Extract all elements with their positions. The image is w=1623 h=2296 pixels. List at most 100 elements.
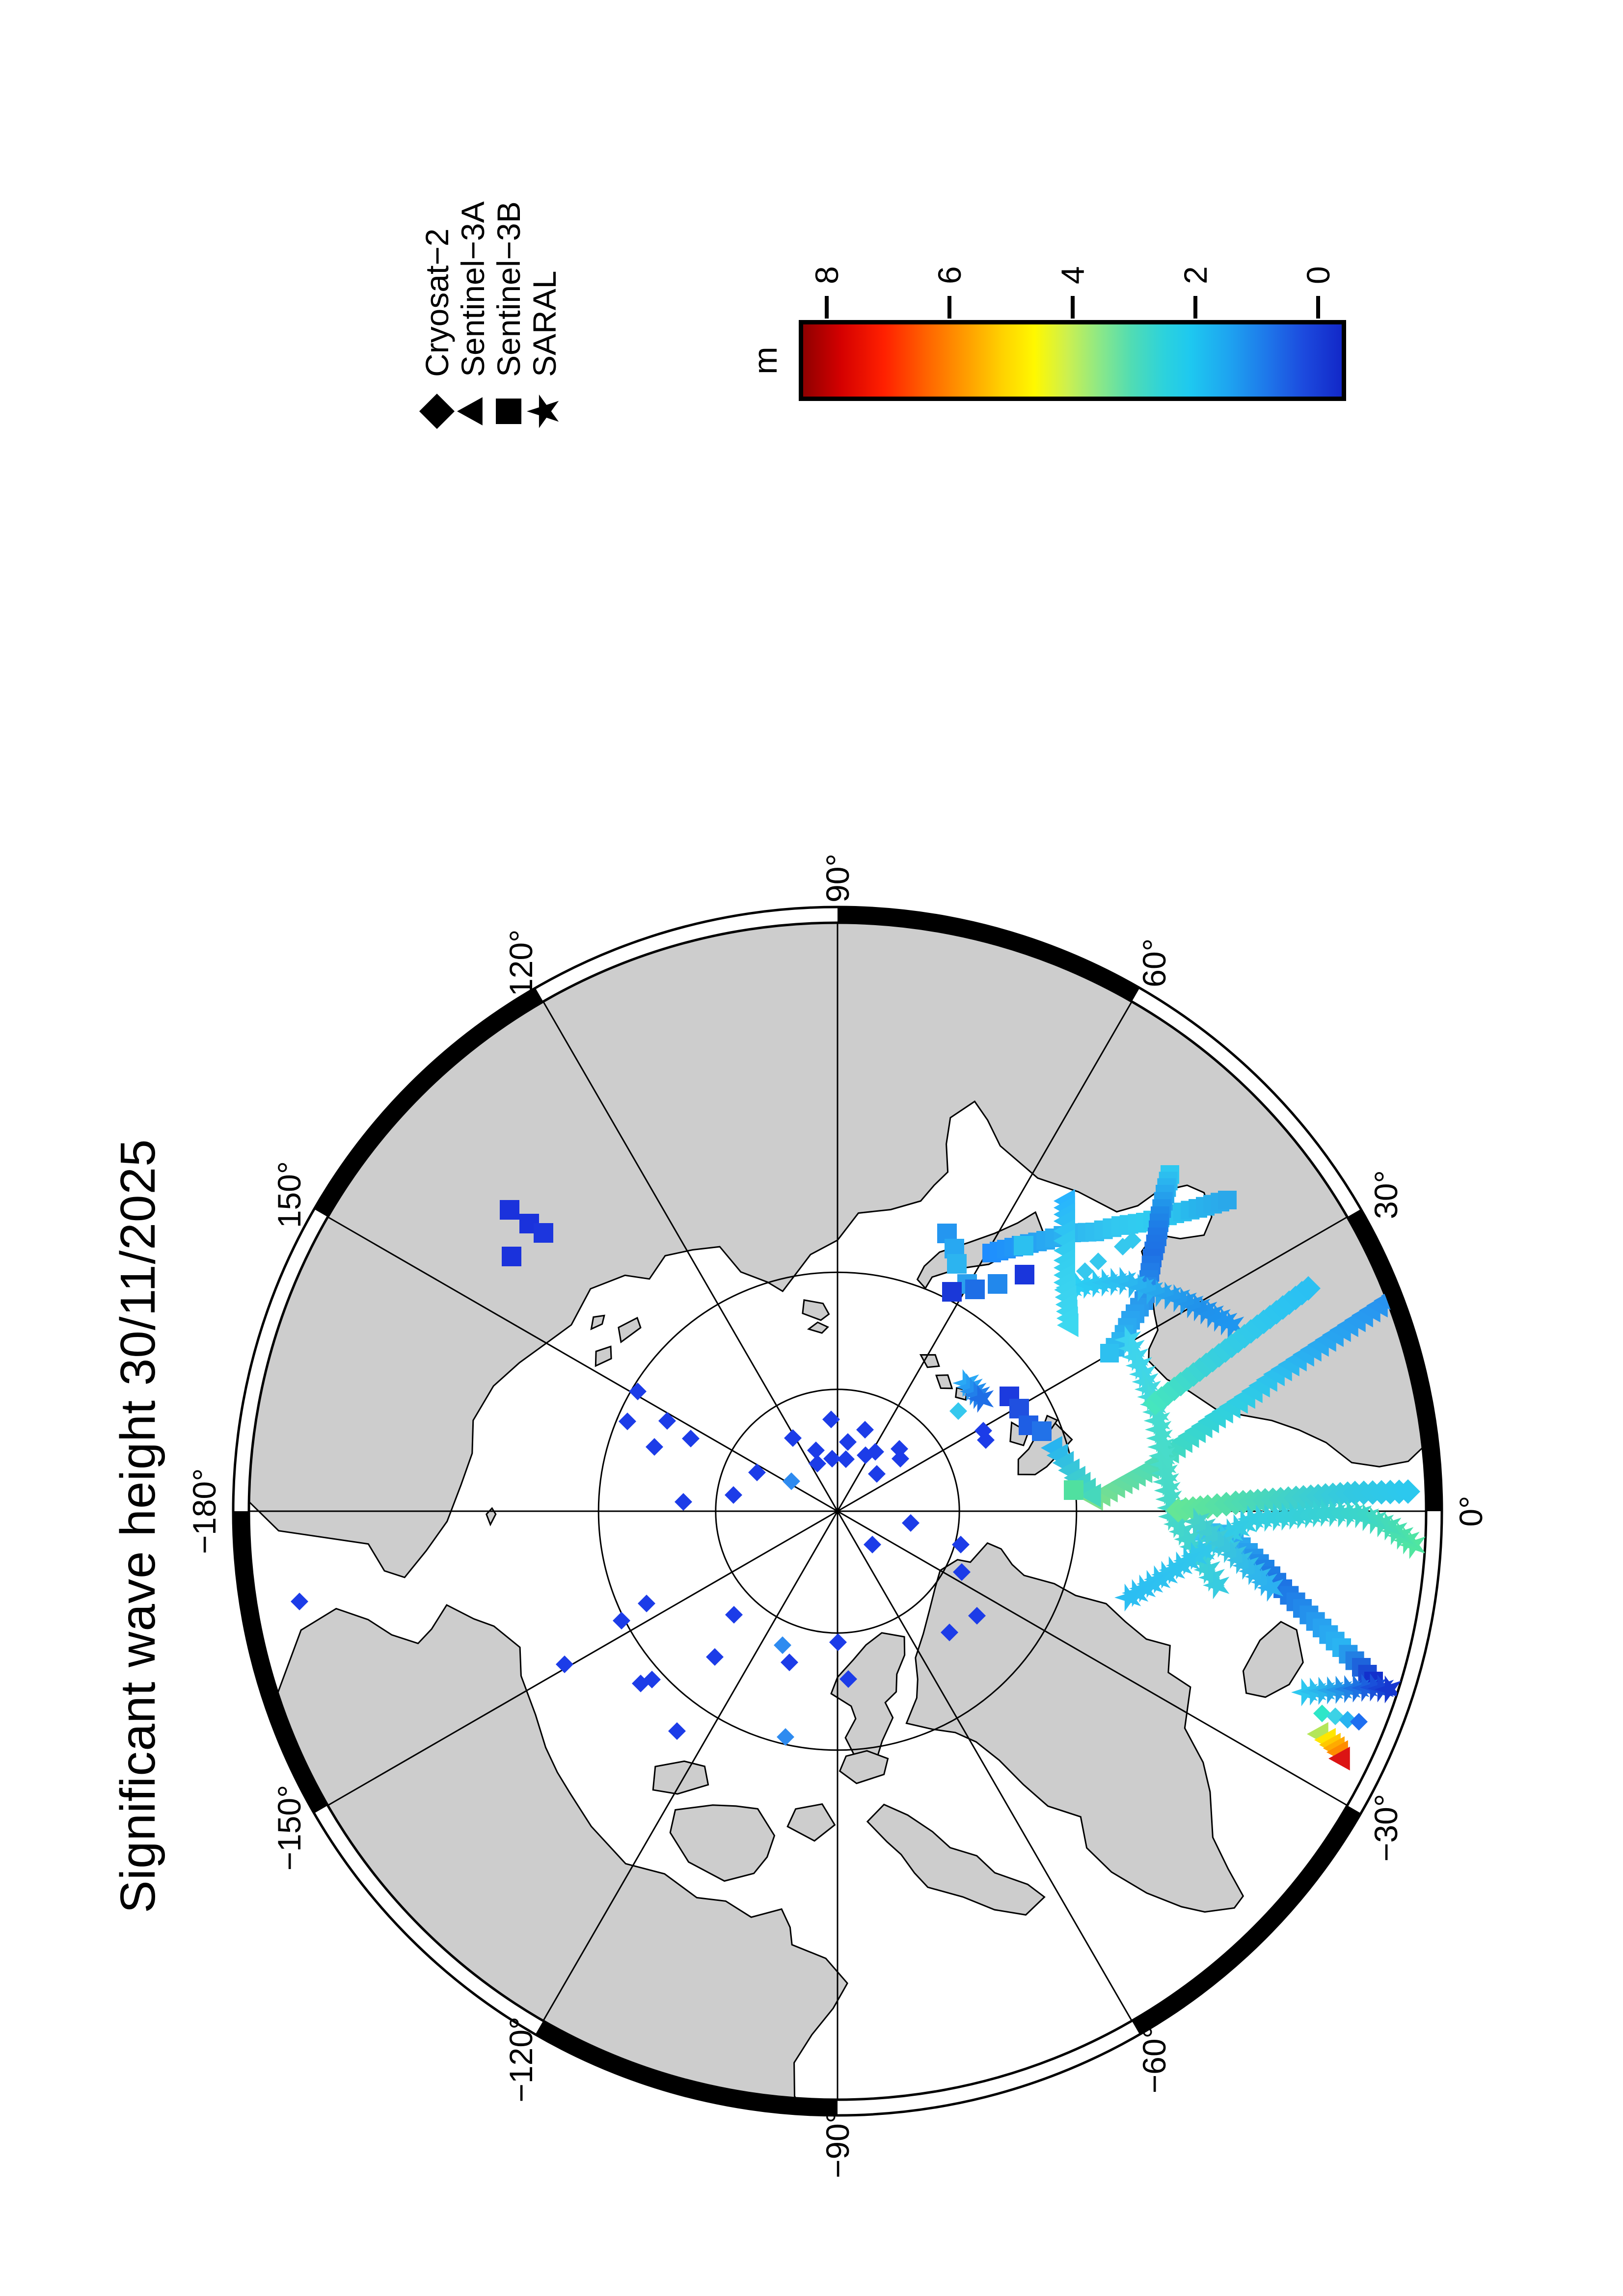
square-mark [500,1200,519,1220]
square-mark [1015,1265,1034,1284]
star-mark [1217,1311,1244,1339]
star-mark [1319,1499,1346,1527]
diamond-mark [774,1636,791,1654]
meridian-line-330 [837,1510,1348,1806]
star-mark [1174,1525,1201,1553]
star-mark [1232,1551,1259,1580]
star-mark [956,1373,983,1401]
meridian-label--120: −120° [503,2017,539,2103]
star-mark [1198,1563,1225,1592]
square-mark [1014,1236,1033,1255]
track-star-13 [952,1369,994,1413]
star-mark [1201,1524,1228,1552]
legend-item-cryosat-2: Cryosat−2 [417,228,457,446]
star-mark [1168,1518,1195,1546]
diamond-mark [868,1465,886,1483]
diamond-mark [829,1633,847,1651]
meridian-line-30 [837,1216,1348,1512]
latitude-circle-1 [597,1271,1078,1751]
diamond-mark [629,1383,647,1400]
meridian-labels: 0° 30° 60° 90° 120° 150° −180° −150° −120° −90° −6… [186,854,1489,2178]
diamond-mark [837,1450,855,1468]
star-mark [1163,1284,1190,1312]
diamond-mark [823,1450,841,1468]
square-mark [1064,1480,1083,1500]
star-mark [963,1381,990,1409]
star-mark [1226,1546,1253,1575]
landmass-sevz2 [807,1321,829,1334]
colorbar-tick [825,296,829,319]
star-mark [1125,1352,1152,1380]
star-mark [1375,1675,1402,1704]
track-triangle-5 [1082,1264,1426,1511]
diamond-mark [706,1648,724,1666]
diamond-mark [839,1433,857,1451]
legend-item-sentinel-3b: Sentinel−3B [489,201,528,446]
star-mark [967,1385,994,1413]
star-mark [1114,1326,1141,1354]
frame-black-sector [838,907,1140,1002]
star-mark [1336,1499,1363,1528]
latitude-circle-0 [715,1388,960,1634]
star-mark [1109,1267,1136,1295]
landmass-newsib3 [590,1314,605,1331]
star-mark [1154,1281,1181,1310]
star-mark [1118,1335,1145,1362]
triangle-mark [1328,1746,1350,1771]
diamond-mark [748,1464,766,1481]
diamond-mark [682,1430,700,1447]
legend-label: SARAL [526,270,563,377]
diamond-mark [864,1536,881,1553]
star-mark [1303,1499,1330,1528]
frame-black-sector [314,988,543,1217]
meridian-label--90: −90° [819,2110,856,2178]
diamond-mark [643,1671,661,1688]
diamond-mark [556,1655,573,1673]
star-mark [1250,1568,1277,1597]
legend-item-sentinel-3a: Sentinel−3A [453,201,492,446]
diamond-mark [953,1563,971,1581]
star-mark [1195,1519,1222,1547]
legend-label: Sentinel−3A [455,201,491,377]
star-mark [1244,1563,1271,1591]
star-mark [1214,1535,1241,1563]
track-triangle-11 [1307,1722,1350,1771]
track-star-10 [1291,1673,1402,1707]
diamond-mark [1339,1711,1356,1729]
meridian-label-180: −180° [186,1468,222,1554]
diamond-mark [777,1728,794,1746]
map-frame [232,906,1443,2117]
landmass-somerset [786,1803,836,1842]
star-mark [1190,1296,1217,1325]
landmass-ellesmere [830,1632,906,1760]
landmass-devon [839,1750,889,1785]
diamond-mark [952,1536,970,1553]
star-mark [1279,1501,1306,1530]
diamond-mark [291,1593,308,1610]
diamond-mark [1124,1231,1141,1249]
star-mark [1189,1513,1216,1541]
diamond-mark [902,1514,920,1532]
meridian-line-150 [327,1216,838,1512]
square-mark [1009,1399,1029,1418]
square-mark [947,1254,967,1274]
landmass-victoria [669,1804,776,1882]
star-mark [1257,1574,1284,1602]
diamond-mark [1396,1479,1420,1504]
meridian-label--150: −150° [271,1785,307,1870]
star-mark [1203,1571,1230,1600]
colorbar-tick-label: 2 [1177,266,1214,284]
diamond-mark [784,1429,802,1447]
star-mark [1220,1541,1247,1569]
star-mark [1184,1293,1211,1322]
diamond-mark [725,1486,742,1504]
meridian-label-60: 60° [1136,938,1172,988]
landmass-eurasia [249,923,1426,1578]
star-mark [1177,1290,1204,1318]
square-mark [1100,1344,1119,1362]
meridian-label-90: 90° [819,854,856,903]
square-mark [945,1239,964,1258]
square-mark [534,1223,553,1243]
colorbar-tick-label: 6 [931,266,968,284]
square-mark [942,1282,962,1302]
